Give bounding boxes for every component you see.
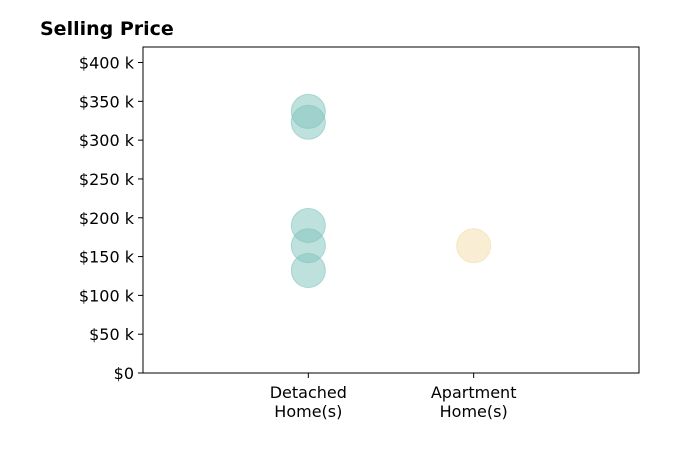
x-tick-label: Apartment Home(s) <box>431 383 517 421</box>
y-axis: $0 $50 k $100 k $150 k $200 k $250 k $300 k $35… <box>79 54 143 383</box>
points-layer <box>290 93 492 289</box>
x-tick-label: Detached Home(s) <box>270 383 347 421</box>
y-tick-label: $150 k <box>79 248 135 267</box>
data-point <box>456 228 492 264</box>
y-tick-label: $50 k <box>89 325 135 344</box>
x-axis: Detached Home(s) Apartment Home(s) <box>270 373 517 421</box>
y-tick-label: $100 k <box>79 286 135 305</box>
y-tick-label: $350 k <box>79 92 135 111</box>
plot-frame <box>142 46 640 374</box>
chart-title: Selling Price <box>40 18 174 40</box>
y-tick-label: $300 k <box>79 131 135 150</box>
y-tick-label: $400 k <box>79 54 135 73</box>
y-tick-label: $200 k <box>79 209 135 228</box>
y-tick-label: $250 k <box>79 170 135 189</box>
y-tick-label: $0 <box>114 364 134 383</box>
data-point <box>290 253 326 289</box>
data-point <box>290 104 326 140</box>
